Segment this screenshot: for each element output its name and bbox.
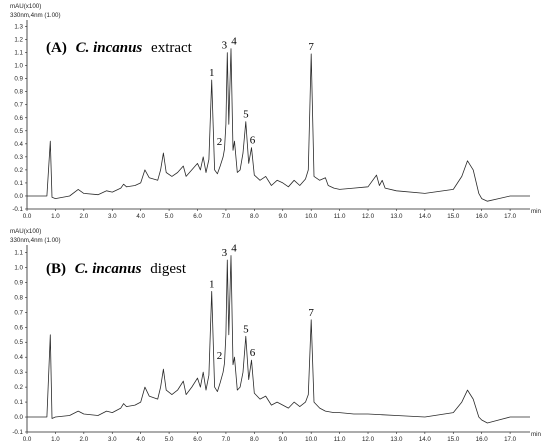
x-tick-label: 5.0 [165,436,174,443]
x-tick-label: 5.0 [165,213,174,220]
y-tick-label: 0.3 [14,369,23,376]
x-tick-label: 3.0 [108,436,117,443]
y-tick-label: 0.1 [14,180,23,187]
x-tick-label: 16.0 [476,213,489,220]
panel-suffix: digest [150,261,187,277]
y-tick-label: 0.7 [14,309,23,316]
y-tick-label: -0.1 [12,429,23,436]
x-tick-label: 13.0 [390,213,403,220]
y-tick-label: 0.9 [14,76,23,83]
y-tick-label: 0.0 [14,414,23,421]
x-tick-label: 0.0 [23,436,32,443]
peak-label: 4 [231,36,237,48]
peak-label: 1 [209,278,215,290]
y-tick-label: 0.4 [14,354,23,361]
y-tick-label: 1.2 [14,37,23,44]
y-tick-label: 1.0 [14,264,23,271]
x-tick-label: 10.0 [305,436,318,443]
x-tick-label: 6.0 [193,213,202,220]
y-tick-label: 0.4 [14,141,23,148]
panel-label: (B) [46,261,66,277]
y-tick-label: 0.8 [14,294,23,301]
x-tick-label: 13.0 [390,436,403,443]
y-tick-label: 1.1 [14,50,23,57]
x-tick-label: 17.0 [504,213,517,220]
y-tick-label: 0.9 [14,279,23,286]
x-tick-label: 4.0 [136,213,145,220]
y-tick-label: 0.3 [14,154,23,161]
x-tick-label: 11.0 [334,436,346,443]
x-tick-label: 2.0 [80,213,89,220]
x-tick-label: 9.0 [278,213,287,220]
x-tick-label: 0.0 [23,213,32,220]
x-tick-label: 3.0 [108,213,117,220]
panel-label: (A) [46,40,67,56]
x-tick-label: 7.0 [222,436,231,443]
x-tick-label: 12.0 [362,436,375,443]
x-tick-label: 15.0 [447,436,460,443]
y-tick-label: 0.2 [14,384,23,391]
peak-label: 7 [308,307,314,319]
x-tick-label: 2.0 [80,436,89,443]
x-tick-label: 4.0 [136,436,145,443]
peak-label: 6 [250,347,256,359]
detector-label: 330nm,4nm (1.00) [10,237,61,244]
x-tick-label: 14.0 [419,213,432,220]
peak-label: 7 [308,41,314,53]
panel-title: (A) C. incanus extract [46,40,193,56]
peak-label: 4 [231,242,237,254]
detector-label: 330nm,4nm (1.00) [10,12,61,19]
peak-label: 1 [209,67,215,79]
y-tick-label: 1.3 [14,24,23,31]
peak-label: 2 [217,136,223,148]
y-tick-label: 0.2 [14,167,23,174]
panel-title: (B) C. incanus digest [46,261,187,277]
x-tick-label: 11.0 [334,213,346,220]
y-axis-label: mAU(x100) [10,228,41,235]
y-tick-label: -0.1 [12,206,23,213]
y-tick-label: 0.6 [14,324,23,331]
panel-species: C. incanus [76,40,143,56]
chromatogram-panel-a: mAU(x100) 330nm,4nm (1.00) (A) C. incanu… [10,3,542,220]
y-tick-label: 0.6 [14,115,23,122]
x-tick-label: 17.0 [504,436,517,443]
panel-suffix: extract [151,40,193,56]
x-tick-label: 12.0 [362,213,375,220]
x-axis-unit: min [531,208,542,215]
panel-species: C. incanus [75,261,142,277]
x-tick-label: 7.0 [222,213,231,220]
peak-label: 6 [250,135,256,147]
x-tick-label: 8.0 [250,213,259,220]
chromatogram-trace [27,48,530,202]
y-axis-label: mAU(x100) [10,3,41,10]
x-tick-label: 14.0 [419,436,432,443]
peak-label: 3 [222,40,228,52]
y-tick-label: 0.5 [14,339,23,346]
chromatogram-trace [27,255,530,424]
x-tick-label: 8.0 [250,436,259,443]
x-axis-unit: min [531,431,542,438]
chromatogram-panel-b: mAU(x100) 330nm,4nm (1.00) (B) C. incanu… [10,228,542,443]
peak-label: 3 [222,247,228,259]
y-tick-label: 0.1 [14,399,23,406]
peak-label: 5 [243,109,249,121]
x-tick-label: 16.0 [476,436,489,443]
x-tick-label: 1.0 [51,436,60,443]
x-tick-label: 1.0 [51,213,60,220]
y-tick-label: 0.7 [14,102,23,109]
y-tick-label: 1.0 [14,63,23,70]
y-tick-label: 1.1 [14,249,23,256]
x-tick-label: 9.0 [278,436,287,443]
x-tick-label: 10.0 [305,213,318,220]
peak-label: 2 [217,350,223,362]
x-tick-label: 15.0 [447,213,460,220]
y-tick-label: 0.8 [14,89,23,96]
y-tick-label: 0.5 [14,128,23,135]
peak-label: 5 [243,323,249,335]
y-tick-label: 0.0 [14,193,23,200]
x-tick-label: 6.0 [193,436,202,443]
